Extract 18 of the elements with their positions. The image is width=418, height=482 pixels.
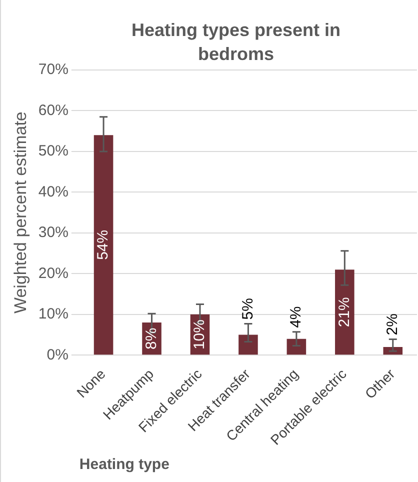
y-tick-label: 30% xyxy=(38,224,68,242)
data-label: 10% xyxy=(191,320,208,350)
y-tick-label: 10% xyxy=(38,306,68,323)
y-tick-label: 40% xyxy=(38,183,68,200)
y-tick-label: 60% xyxy=(38,102,68,119)
data-label: 54% xyxy=(94,230,112,260)
y-tick-label: 0% xyxy=(46,346,68,364)
data-label: 5% xyxy=(239,298,256,320)
data-label: 21% xyxy=(336,297,353,328)
y-tick-label: 20% xyxy=(38,264,68,282)
data-label: 2% xyxy=(384,314,402,336)
x-axis-title: Heating type xyxy=(79,456,170,474)
data-label: 8% xyxy=(142,328,160,350)
chart-title: Heating types present in bedroms xyxy=(130,19,342,66)
y-tick-label: 50% xyxy=(38,142,68,160)
data-label: 4% xyxy=(288,306,305,328)
y-tick-label: 70% xyxy=(38,61,68,78)
y-axis-title: Weighted percent estimate xyxy=(10,112,30,314)
